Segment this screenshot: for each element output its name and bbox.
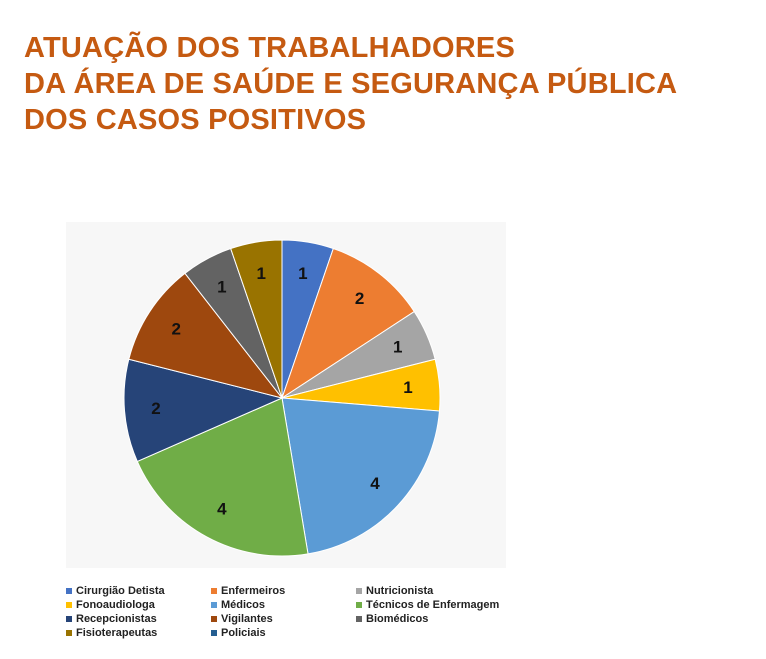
- legend-swatch-2: [356, 587, 362, 594]
- pie-chart: 1 2 1 1 4 4 2 2 1 1: [123, 239, 441, 557]
- pie-slice-4: [281, 397, 440, 555]
- legend-swatch-0: [66, 587, 72, 594]
- legend-item-1: Enfermeiros: [211, 584, 356, 597]
- title-line-2: DA ÁREA DE SAÚDE E SEGURANÇA PÚBLICA: [24, 68, 678, 100]
- data-label-3: 1: [403, 378, 412, 397]
- legend-label-4: Médicos: [221, 598, 266, 611]
- legend-item-10: Policiais: [211, 626, 356, 639]
- legend-swatch-6: [66, 615, 72, 622]
- legend-swatch-5: [356, 601, 362, 608]
- legend-item-7: Vigilantes: [211, 612, 356, 625]
- legend-item-4: Médicos: [211, 598, 356, 611]
- data-label-5: 4: [217, 500, 227, 519]
- legend-item-8: Biomédicos: [356, 612, 526, 625]
- page-title: ATUAÇÃO DOS TRABALHADORES DA ÁREA DE SAÚ…: [24, 30, 677, 138]
- data-label-0: 1: [298, 264, 307, 283]
- data-label-2: 1: [393, 338, 402, 357]
- pie-slice-1: [281, 247, 415, 400]
- data-label-1: 2: [355, 289, 364, 308]
- data-label-7: 2: [171, 319, 180, 338]
- title-line-1: ATUAÇÃO DOS TRABALHADORES: [24, 32, 516, 64]
- legend-item-5: Técnicos de Enfermagem: [356, 598, 526, 611]
- legend-swatch-1: [211, 587, 217, 594]
- pie-slice-7: [128, 272, 284, 399]
- pie-slice-6: [123, 358, 284, 463]
- legend-label-5: Técnicos de Enfermagem: [366, 598, 500, 611]
- legend-item-0: Cirurgião Detista: [66, 584, 211, 597]
- legend-swatch-3: [66, 601, 72, 608]
- legend-swatch-8: [356, 615, 362, 622]
- legend-swatch-7: [211, 615, 217, 622]
- legend-label-0: Cirurgião Detista: [76, 584, 165, 597]
- chart-legend: Cirurgião Detista Enfermeiros Nutricionist…: [66, 584, 526, 639]
- data-label-9: 1: [256, 264, 265, 283]
- legend-swatch-10: [211, 629, 217, 636]
- legend-label-3: Fonoaudiologa: [76, 598, 155, 611]
- legend-label-7: Vigilantes: [221, 612, 273, 625]
- title-line-3: DOS CASOS POSITIVOS: [24, 104, 367, 136]
- legend-item-2: Nutricionista: [356, 584, 526, 597]
- pie-slice-5: [136, 397, 309, 557]
- legend-item-6: Recepcionistas: [66, 612, 211, 625]
- legend-swatch-4: [211, 601, 217, 608]
- legend-swatch-9: [66, 629, 72, 636]
- chart-area: 1 2 1 1 4 4 2 2 1 1: [66, 222, 506, 568]
- legend-label-1: Enfermeiros: [221, 584, 286, 597]
- legend-label-6: Recepcionistas: [76, 612, 157, 625]
- data-label-6: 2: [151, 399, 160, 418]
- legend-item-3: Fonoaudiologa: [66, 598, 211, 611]
- legend-item-9: Fisioterapeutas: [66, 626, 211, 639]
- legend-label-9: Fisioterapeutas: [76, 626, 158, 639]
- legend-label-10: Policiais: [221, 626, 266, 639]
- data-label-4: 4: [370, 474, 380, 493]
- pie-slice-9: [230, 239, 283, 399]
- legend-label-8: Biomédicos: [366, 612, 429, 625]
- data-label-8: 1: [217, 277, 226, 296]
- legend-label-2: Nutricionista: [366, 584, 434, 597]
